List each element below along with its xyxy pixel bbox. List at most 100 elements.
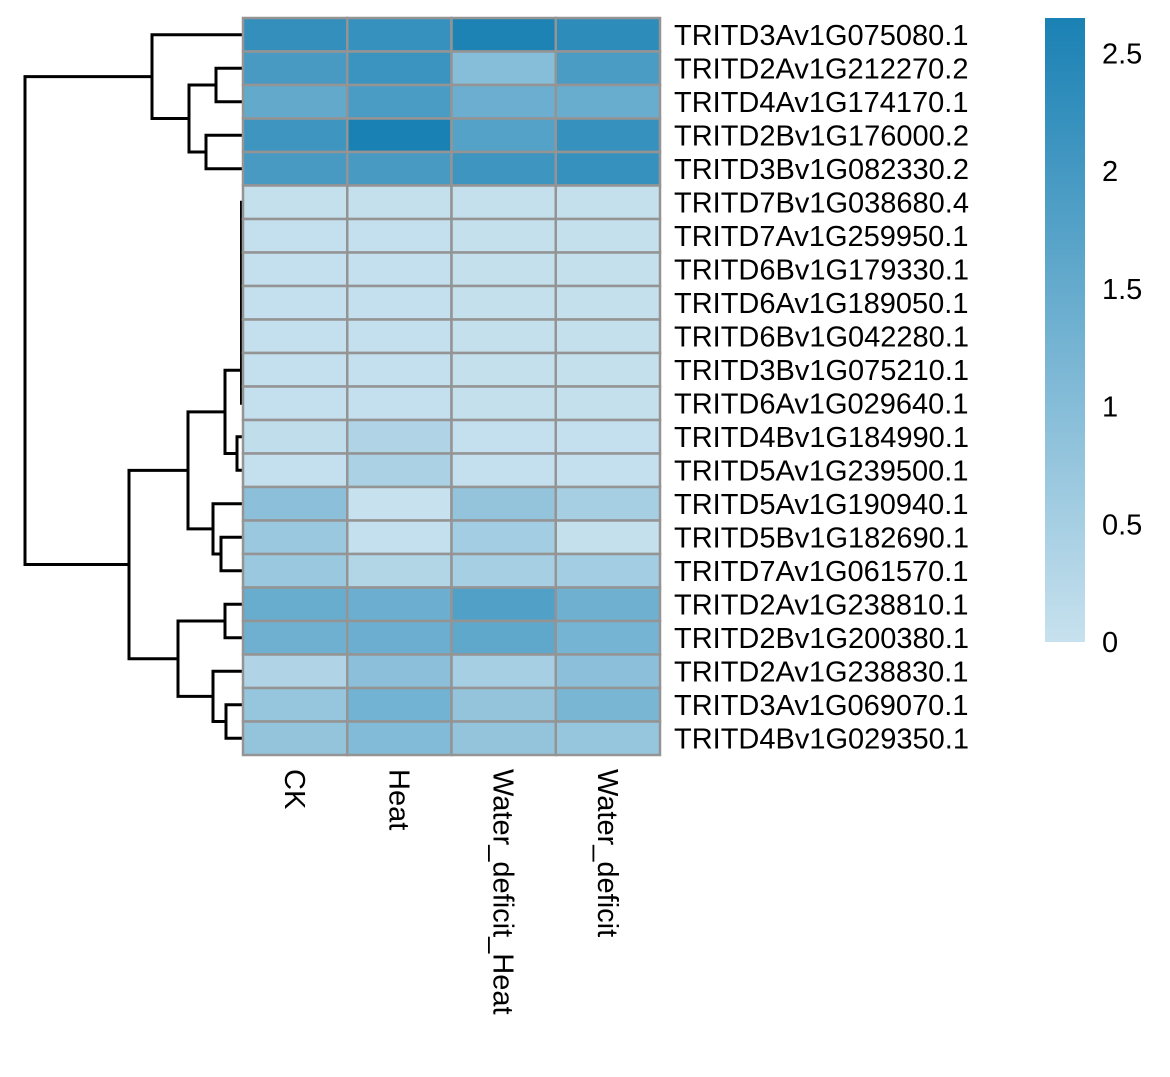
heatmap-cell xyxy=(450,251,557,288)
heatmap-cell xyxy=(450,686,557,723)
heatmap-cell xyxy=(450,217,557,254)
heatmap-cell xyxy=(346,83,453,120)
row-label: TRITD3Av1G075080.1 xyxy=(674,20,968,52)
row-labels: TRITD3Av1G075080.1TRITD2Av1G212270.2TRIT… xyxy=(674,20,969,756)
heatmap-cell xyxy=(241,418,349,455)
heatmap-cell xyxy=(241,519,349,556)
row-label: TRITD4Bv1G029350.1 xyxy=(674,723,969,755)
heatmap-cell xyxy=(450,284,557,321)
dendrogram-branch xyxy=(219,535,243,573)
column-labels: CK Heat Water_deficit_Heat Water_deficit xyxy=(278,769,623,1015)
row-label: TRITD5Av1G190940.1 xyxy=(674,489,968,521)
heatmap-cell xyxy=(450,184,557,221)
heatmap-cell xyxy=(346,150,453,187)
dendrogram-branch xyxy=(187,83,216,154)
heatmap-cell xyxy=(554,50,662,87)
row-label: TRITD6Av1G189050.1 xyxy=(674,288,968,320)
row-label: TRITD2Av1G238830.1 xyxy=(674,656,968,688)
heatmap-cell xyxy=(241,586,349,623)
color-legend-ticks: 0 0.5 1 1.5 2 2.5 xyxy=(1102,38,1142,659)
row-label: TRITD7Av1G061570.1 xyxy=(674,556,968,588)
heatmap-cell xyxy=(450,83,557,120)
color-legend: 0 0.5 1 1.5 2 2.5 xyxy=(1045,18,1142,659)
row-label: TRITD2Av1G212270.2 xyxy=(674,53,968,85)
heatmap-cell xyxy=(450,385,557,422)
heatmap-cell xyxy=(241,552,349,589)
heatmap-cell xyxy=(241,16,349,53)
row-label: TRITD2Av1G238810.1 xyxy=(674,589,968,621)
heatmap-cell xyxy=(241,351,349,388)
heatmap-cell xyxy=(346,418,453,455)
row-label: TRITD5Bv1G182690.1 xyxy=(674,522,969,554)
heatmap-cell xyxy=(241,83,349,120)
heatmap-cell xyxy=(241,485,349,522)
row-label: TRITD7Bv1G038680.4 xyxy=(674,187,969,219)
column-label: Water_deficit xyxy=(591,769,623,937)
row-label: TRITD2Bv1G176000.2 xyxy=(674,120,969,152)
legend-tick-label: 2.5 xyxy=(1102,38,1142,70)
dendrogram-branch xyxy=(176,619,225,698)
heatmap-cell xyxy=(450,418,557,455)
heatmap-cell xyxy=(554,619,662,656)
heatmap-cell xyxy=(241,385,349,422)
heatmap-cell xyxy=(346,452,453,489)
heatmap-cell xyxy=(450,351,557,388)
heatmap-cell xyxy=(346,284,453,321)
heatmap-cell xyxy=(346,385,453,422)
dendrogram-branch xyxy=(204,133,243,171)
column-label: CK xyxy=(278,769,310,810)
heatmap-cell xyxy=(346,586,453,623)
heatmap-cell xyxy=(346,552,453,589)
dendrogram-branch xyxy=(224,703,243,740)
row-label: TRITD4Av1G174170.1 xyxy=(674,87,968,119)
heatmap-cell xyxy=(346,16,453,53)
heatmap-cell xyxy=(450,586,557,623)
heatmap-cell xyxy=(554,452,662,489)
heatmap-cell xyxy=(554,686,662,723)
heatmap-cell xyxy=(554,251,662,288)
heatmap-cell xyxy=(554,318,662,355)
heatmap-cell xyxy=(450,117,557,154)
heatmap-cell xyxy=(346,318,453,355)
heatmap-cell xyxy=(241,452,349,489)
row-label: TRITD5Av1G239500.1 xyxy=(674,455,968,487)
row-label: TRITD4Bv1G184990.1 xyxy=(674,422,969,454)
dendrogram-branch xyxy=(23,75,152,567)
legend-tick-label: 2 xyxy=(1102,156,1118,188)
heatmap-cell xyxy=(346,251,453,288)
column-label: Water_deficit_Heat xyxy=(487,769,519,1015)
heatmap-cell xyxy=(241,284,349,321)
heatmap-cell xyxy=(241,251,349,288)
heatmap-cell xyxy=(554,184,662,221)
row-label: TRITD2Bv1G200380.1 xyxy=(674,623,969,655)
legend-tick-label: 0 xyxy=(1102,627,1118,659)
row-label: TRITD6Bv1G179330.1 xyxy=(674,254,969,286)
heatmap-cell xyxy=(241,318,349,355)
dendrogram-branch xyxy=(211,669,243,723)
heatmap-cell xyxy=(554,485,662,522)
dendrogram-branch xyxy=(186,410,225,531)
row-dendrogram xyxy=(23,33,243,740)
dendrogram-branch xyxy=(223,368,242,455)
heatmap-cell xyxy=(346,184,453,221)
heatmap-cell xyxy=(554,83,662,120)
heatmap-cell xyxy=(241,720,349,757)
heatmap-cell xyxy=(554,385,662,422)
dendrogram-branch xyxy=(211,502,243,556)
heatmap-cell xyxy=(241,184,349,221)
heatmap-cell xyxy=(450,653,557,690)
color-legend-bar xyxy=(1045,18,1085,642)
heatmap-cell xyxy=(346,519,453,556)
heatmap-cell xyxy=(554,217,662,254)
heatmap-cell xyxy=(346,50,453,87)
heatmap-cell xyxy=(450,150,557,187)
row-label: TRITD3Bv1G082330.2 xyxy=(674,154,969,186)
row-label: TRITD6Av1G029640.1 xyxy=(674,388,968,420)
heatmap-cell xyxy=(241,686,349,723)
column-label: Heat xyxy=(382,769,414,830)
heatmap-cell xyxy=(346,686,453,723)
heatmap-cell xyxy=(346,653,453,690)
heatmap-cell xyxy=(450,50,557,87)
row-label: TRITD3Bv1G075210.1 xyxy=(674,355,969,387)
